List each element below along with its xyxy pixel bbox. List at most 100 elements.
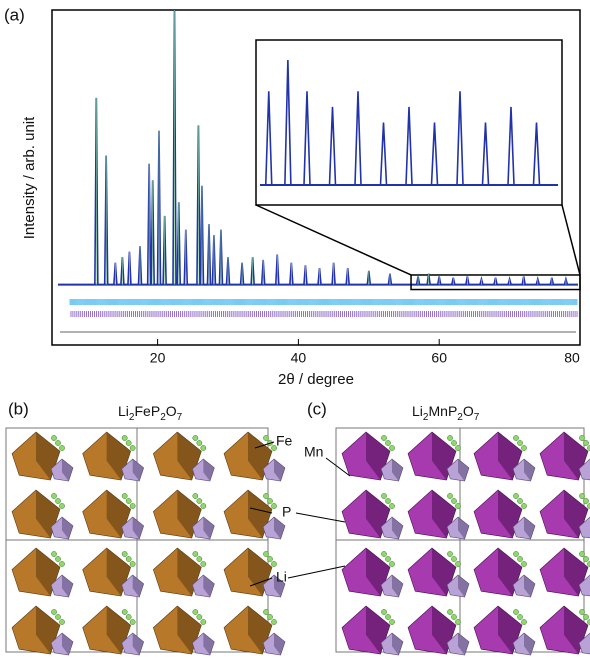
li-atom <box>51 435 56 440</box>
x-tick-label: 60 <box>431 350 447 366</box>
li-atom <box>389 561 394 566</box>
li-atom <box>55 440 60 445</box>
li-atom <box>130 619 135 624</box>
li-atom <box>197 440 202 445</box>
li-atom <box>271 561 276 566</box>
li-atom <box>583 498 588 503</box>
li-atom <box>263 551 268 556</box>
li-atom <box>447 609 452 614</box>
li-atom <box>130 561 135 566</box>
li-atom <box>583 556 588 561</box>
li-atom <box>201 561 206 566</box>
li-atom <box>51 551 56 556</box>
zoom-link <box>562 205 580 275</box>
li-atom <box>271 503 276 508</box>
li-atom <box>130 503 135 508</box>
li-atom <box>451 614 456 619</box>
li-atom <box>193 551 198 556</box>
inset-peak <box>508 107 514 185</box>
li-atom <box>579 551 584 556</box>
li-atom <box>271 619 276 624</box>
li-atom <box>126 498 131 503</box>
li-atom <box>381 493 386 498</box>
li-atom <box>59 619 64 624</box>
inset-peak <box>483 123 489 186</box>
li-atom <box>389 503 394 508</box>
li-atom <box>201 503 206 508</box>
li-atom <box>451 498 456 503</box>
li-atom <box>197 614 202 619</box>
li-atom <box>126 614 131 619</box>
li-atom <box>59 503 64 508</box>
li-atom <box>263 435 268 440</box>
inset-peak <box>355 91 361 185</box>
structure-c <box>336 428 590 655</box>
li-atom <box>579 609 584 614</box>
li-atom <box>126 556 131 561</box>
li-atom <box>263 609 268 614</box>
li-atom <box>381 551 386 556</box>
li-atom <box>381 435 386 440</box>
inset-peak <box>457 91 463 185</box>
formula: Li2FeP2O7 <box>118 403 183 423</box>
li-atom <box>451 556 456 561</box>
panel-label: (b) <box>8 399 29 418</box>
panel-label: (a) <box>4 5 25 24</box>
li-atom <box>513 551 518 556</box>
formula: Li2MnP2O7 <box>412 403 480 423</box>
li-atom <box>381 609 386 614</box>
li-atom <box>451 440 456 445</box>
li-atom <box>385 556 390 561</box>
li-atom <box>263 493 268 498</box>
inset-peak <box>406 107 412 185</box>
li-atom <box>267 614 272 619</box>
li-atom <box>521 619 526 624</box>
li-atom <box>455 445 460 450</box>
li-atom <box>447 551 452 556</box>
atom-label: P <box>282 504 291 520</box>
li-atom <box>193 609 198 614</box>
x-tick-label: 20 <box>150 350 166 366</box>
li-atom <box>122 493 127 498</box>
inset-peak <box>432 123 438 186</box>
panel-label: (c) <box>307 399 327 418</box>
li-atom <box>521 503 526 508</box>
li-atom <box>51 609 56 614</box>
li-atom <box>517 440 522 445</box>
li-atom <box>583 440 588 445</box>
y-axis-label: Intensity / arb. unit <box>21 116 38 239</box>
li-atom <box>126 440 131 445</box>
li-atom <box>521 445 526 450</box>
x-tick-label: 80 <box>564 350 580 366</box>
li-atom <box>385 614 390 619</box>
li-atom <box>455 561 460 566</box>
atom-label: Li <box>276 569 287 585</box>
li-atom <box>517 498 522 503</box>
li-atom <box>55 498 60 503</box>
li-atom <box>455 619 460 624</box>
li-atom <box>579 435 584 440</box>
atom-label: Fe <box>276 433 293 449</box>
li-atom <box>517 556 522 561</box>
li-atom <box>59 561 64 566</box>
x-axis-label: 2θ / degree <box>278 371 354 388</box>
inset-peak <box>266 91 272 185</box>
li-atom <box>513 609 518 614</box>
x-tick-label: 40 <box>291 350 307 366</box>
figure: (a) 2θ / degree Intensity / arb. unit (b… <box>0 0 590 656</box>
li-atom <box>197 556 202 561</box>
li-atom <box>267 556 272 561</box>
li-atom <box>389 445 394 450</box>
inset-peak <box>285 60 291 185</box>
plot-frame <box>52 10 580 345</box>
li-atom <box>122 551 127 556</box>
li-atom <box>447 435 452 440</box>
li-atom <box>385 440 390 445</box>
li-atom <box>122 609 127 614</box>
li-atom <box>447 493 452 498</box>
li-atom <box>201 445 206 450</box>
li-atom <box>51 493 56 498</box>
li-atom <box>513 493 518 498</box>
inset-peak <box>304 91 310 185</box>
li-atom <box>59 445 64 450</box>
